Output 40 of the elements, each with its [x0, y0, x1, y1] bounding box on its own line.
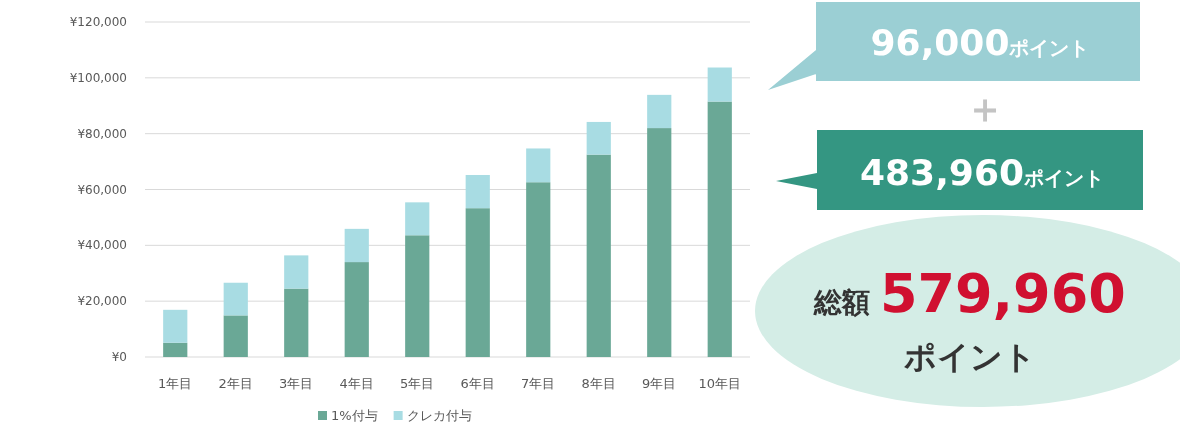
x-tick-label: 4年目 [339, 376, 374, 391]
x-tick-label: 10年目 [698, 376, 742, 391]
x-tick-label: 5年目 [400, 376, 435, 391]
x-tick-label: 7年目 [521, 376, 556, 391]
y-tick-label: ¥0 [111, 350, 127, 364]
y-tick-label: ¥80,000 [77, 126, 127, 141]
x-tick-label: 9年目 [642, 376, 677, 391]
bar [707, 67, 732, 102]
x-tick-label: 6年目 [460, 376, 495, 391]
bar [526, 148, 551, 183]
bar [163, 342, 188, 357]
bar [405, 202, 430, 236]
bar [163, 309, 188, 343]
bar [586, 154, 611, 357]
y-tick-label: ¥100,000 [69, 70, 127, 85]
legend-label: クレカ付与 [406, 408, 472, 423]
bar [526, 182, 551, 357]
x-tick-label: 3年目 [279, 376, 314, 391]
bar [647, 94, 672, 129]
bar [586, 121, 611, 155]
x-tick-label: 8年目 [581, 376, 616, 391]
bar [284, 288, 309, 357]
y-tick-label: ¥120,000 [69, 15, 127, 29]
bar [647, 128, 672, 357]
x-tick-label: 2年目 [218, 376, 253, 391]
bar [344, 228, 369, 263]
y-tick-label: ¥20,000 [77, 294, 127, 309]
bar [405, 235, 430, 357]
legend-label: 1%付与 [331, 408, 378, 423]
bar [465, 208, 490, 357]
bar [284, 255, 309, 289]
bar [223, 282, 248, 316]
x-tick-label: 1年目 [158, 376, 193, 391]
bar [465, 174, 490, 209]
y-tick-label: ¥60,000 [77, 182, 127, 197]
bar [344, 262, 369, 357]
bar [707, 101, 732, 357]
callouts: 96,000ポイント ＋ 483,960ポイント 総額 579,960 ポイント [755, 2, 1180, 407]
y-tick-label: ¥40,000 [77, 238, 127, 253]
bar [223, 315, 248, 357]
